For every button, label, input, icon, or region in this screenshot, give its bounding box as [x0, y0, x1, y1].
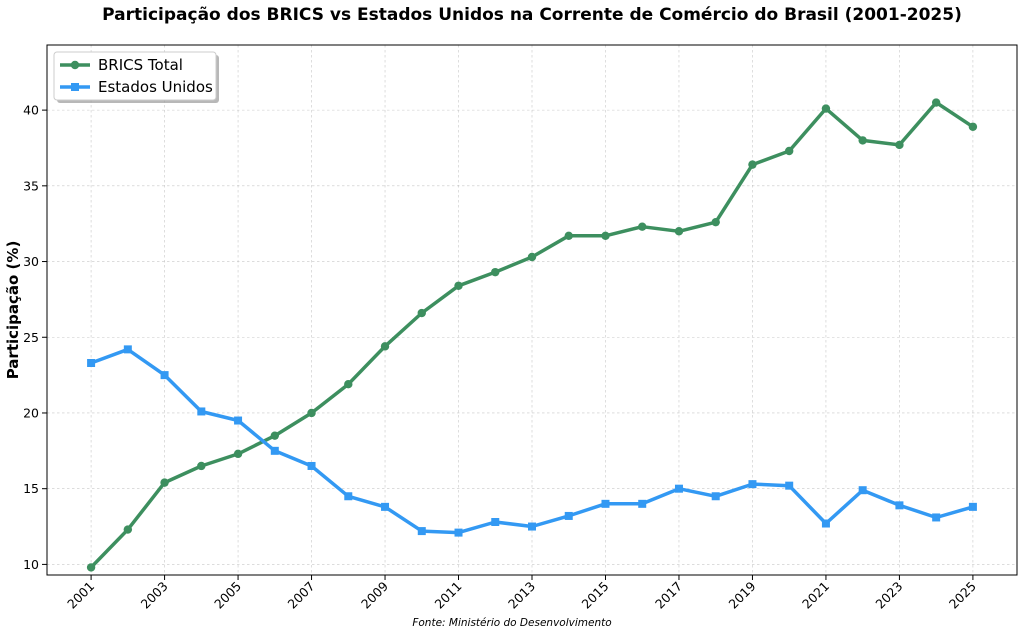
series-brics-total [86, 98, 978, 572]
data-point [785, 481, 794, 490]
x-tick-label: 2017 [652, 579, 685, 612]
data-point [564, 231, 573, 240]
data-point [858, 136, 867, 145]
data-point [784, 146, 794, 156]
data-point [528, 522, 536, 531]
data-point [380, 342, 390, 351]
data-point [491, 518, 500, 526]
data-point [160, 371, 169, 380]
series-layer [86, 98, 978, 572]
data-point [123, 345, 132, 354]
data-point [270, 446, 279, 455]
x-tick-label: 2019 [725, 578, 758, 611]
legend: BRICS Total Estados Unidos [53, 51, 219, 103]
data-point [711, 492, 720, 501]
data-point [197, 407, 206, 416]
data-point [307, 461, 316, 470]
series-estados-unidos [87, 345, 977, 537]
data-point [307, 408, 316, 418]
y-tick-label: 20 [23, 405, 39, 420]
legend-label: BRICS Total [98, 56, 183, 74]
data-point [674, 484, 683, 493]
data-point [564, 511, 573, 520]
data-point [381, 502, 390, 511]
legend-label: Estados Unidos [98, 78, 213, 96]
x-tick-label: 2007 [285, 579, 318, 612]
x-tick-label: 2001 [64, 579, 97, 612]
data-point [932, 513, 941, 522]
legend-marker [71, 83, 79, 91]
data-point [601, 231, 610, 240]
y-tick-label: 10 [23, 557, 39, 572]
data-point [895, 140, 904, 150]
data-point [344, 380, 353, 389]
x-tick-label: 2009 [358, 578, 391, 611]
data-point [821, 104, 831, 113]
y-axis-label: Participação (%) [4, 241, 22, 380]
chart-title: Participação dos BRICS vs Estados Unidos… [102, 5, 962, 25]
data-point [601, 499, 610, 508]
data-point [748, 480, 757, 489]
data-point [197, 461, 206, 471]
y-tick-label: 40 [23, 103, 39, 118]
data-point [86, 563, 96, 572]
x-tick-label: 2011 [432, 579, 465, 612]
data-point [674, 227, 684, 236]
data-point [968, 502, 977, 511]
data-point [821, 519, 830, 528]
x-tick-label: 2005 [211, 579, 244, 612]
data-point [748, 160, 757, 169]
x-tick-label: 2021 [799, 579, 832, 612]
y-tick-label: 35 [23, 178, 39, 193]
data-point [160, 478, 169, 487]
data-point [931, 98, 941, 107]
data-point [417, 308, 426, 318]
x-tick-label: 2013 [505, 579, 538, 612]
data-point [234, 416, 243, 425]
x-tick-label: 2015 [579, 579, 612, 612]
data-point [123, 525, 133, 534]
x-tick-label: 2025 [946, 579, 979, 612]
data-point [527, 252, 537, 262]
x-tick-label: 2003 [138, 579, 171, 612]
y-tick-label: 30 [23, 254, 39, 269]
data-point [344, 492, 353, 501]
data-point [454, 528, 463, 537]
data-point [895, 501, 904, 510]
y-tick-label: 25 [23, 330, 39, 345]
data-point [491, 267, 500, 277]
data-point [968, 122, 978, 131]
data-point [233, 449, 243, 459]
data-point [454, 281, 463, 290]
axis-ticks: 2001 2003 2005 2007 2009 2011 2013 2015 2017 2019… [23, 103, 979, 612]
legend-marker [70, 60, 80, 70]
data-point [417, 527, 426, 536]
data-point [638, 499, 647, 508]
data-point [638, 222, 647, 231]
data-point [858, 486, 867, 495]
y-tick-label: 15 [23, 481, 39, 496]
x-tick-label: 2023 [872, 579, 905, 612]
data-point [270, 431, 280, 440]
data-point [87, 359, 96, 367]
data-point [711, 217, 720, 227]
source-note: Fonte: Ministério do Desenvolvimento [412, 617, 611, 629]
legend-box [53, 51, 217, 101]
